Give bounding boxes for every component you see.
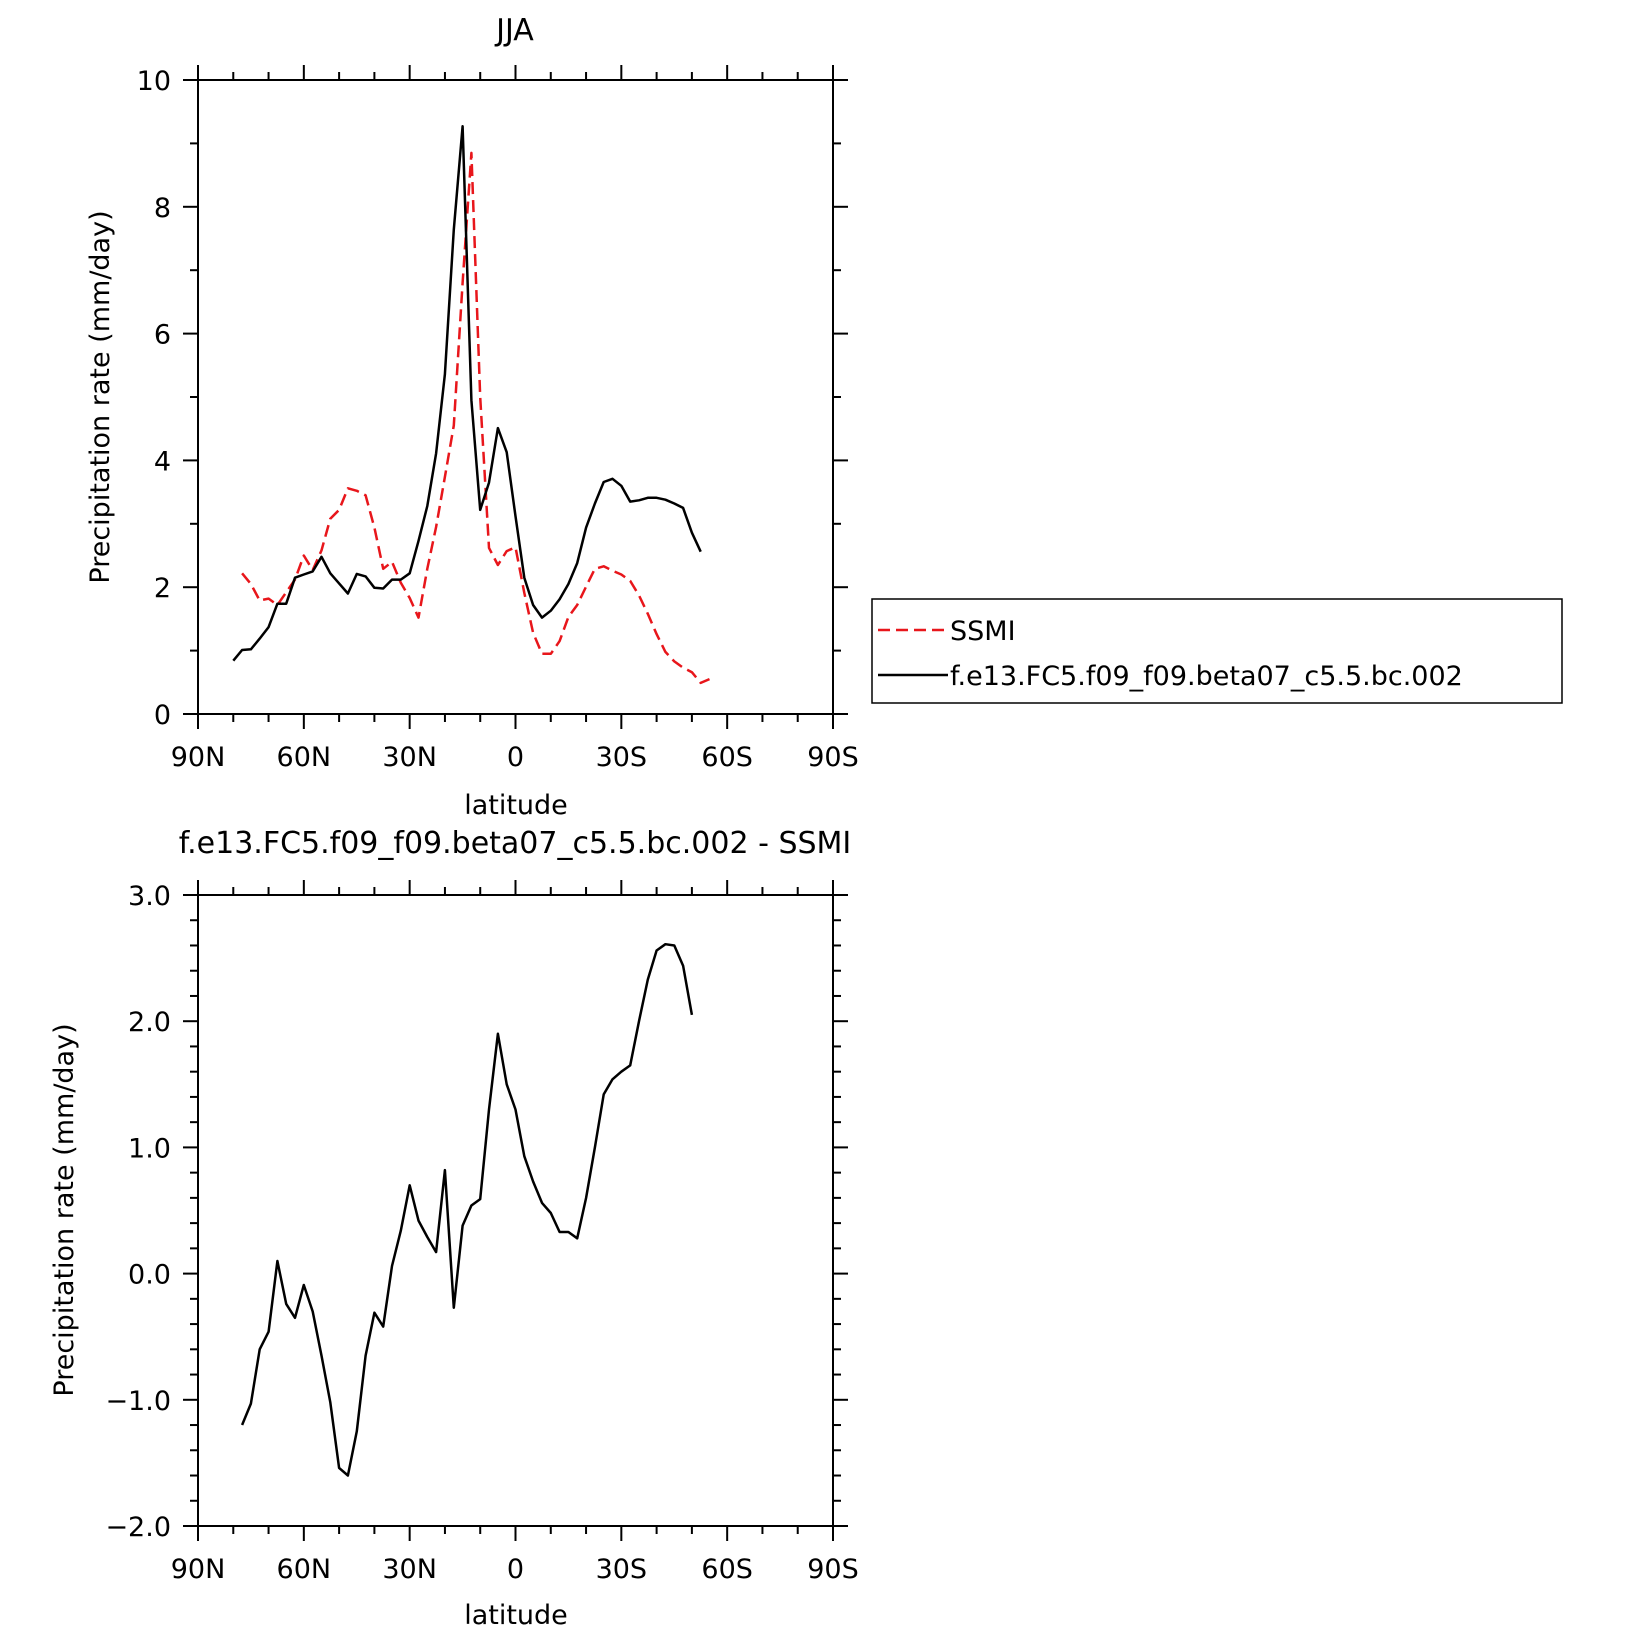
- top-series: [232, 125, 710, 685]
- x-tick-label: 60N: [277, 742, 332, 773]
- x-tick-label: 90N: [171, 742, 226, 773]
- y-tick-label: 3.0: [128, 881, 171, 912]
- series-line-model: [232, 125, 702, 662]
- x-tick-label: 90S: [807, 742, 859, 773]
- x-tick-label: 60S: [701, 1554, 753, 1585]
- y-tick-label: 2: [154, 573, 171, 604]
- y-tick-label: 4: [154, 446, 171, 477]
- bottom-ticks: [183, 880, 848, 1541]
- y-tick-label: −2.0: [105, 1512, 171, 1543]
- legend-box: [871, 598, 1563, 704]
- bottom-chart-title: f.e13.FC5.f09_f09.beta07_c5.5.bc.002 - S…: [179, 826, 852, 861]
- bottom-plot-frame: [197, 894, 834, 1527]
- series-line-ssmi: [241, 151, 710, 685]
- x-tick-label: 0: [507, 742, 524, 773]
- top-tick-labels: 90N 60N 30N 0 30S 60S 90S 0 2 4 6 8 10: [137, 66, 859, 773]
- series-line-difference: [240, 942, 694, 1477]
- bottom-series: [240, 942, 694, 1477]
- x-tick-label: 30N: [382, 1554, 437, 1585]
- x-tick-label: 60S: [701, 742, 753, 773]
- x-tick-label: 30N: [382, 742, 437, 773]
- legend-label-model: f.e13.FC5.f09_f09.beta07_c5.5.bc.002: [950, 661, 1463, 692]
- x-tick-label: 30S: [596, 742, 648, 773]
- y-tick-label: 10: [137, 66, 171, 97]
- y-tick-label: −1.0: [105, 1386, 171, 1417]
- y-tick-label: 0: [154, 700, 171, 731]
- top-plot-frame: [197, 79, 834, 715]
- y-tick-label: 1.0: [128, 1133, 171, 1164]
- x-tick-label: 90S: [807, 1554, 859, 1585]
- y-tick-label: 0.0: [128, 1260, 171, 1291]
- x-tick-label: 90N: [171, 1554, 226, 1585]
- top-y-axis-label: Precipitation rate (mm/day): [85, 210, 116, 583]
- y-tick-label: 2.0: [128, 1007, 171, 1038]
- bottom-x-axis-label: latitude: [464, 1600, 568, 1630]
- legend-label-ssmi: SSMI: [950, 616, 1016, 647]
- x-tick-label: 60N: [277, 1554, 332, 1585]
- x-tick-label: 0: [507, 1554, 524, 1585]
- x-tick-label: 30S: [596, 1554, 648, 1585]
- top-chart-title: JJA: [494, 13, 534, 48]
- y-tick-label: 6: [154, 320, 171, 351]
- legend: SSMI f.e13.FC5.f09_f09.beta07_c5.5.bc.00…: [871, 598, 1563, 704]
- bottom-y-axis-label: Precipitation rate (mm/day): [49, 1023, 80, 1396]
- y-tick-label: 8: [154, 193, 171, 224]
- top-ticks: [183, 65, 848, 729]
- bottom-tick-labels: 90N 60N 30N 0 30S 60S 90S −2.0 −1.0 0.0 1.0 2.0 3.0: [105, 881, 858, 1585]
- bottom-panel: f.e13.FC5.f09_f09.beta07_c5.5.bc.002 - S…: [49, 826, 859, 1630]
- top-x-axis-label: latitude: [464, 790, 568, 821]
